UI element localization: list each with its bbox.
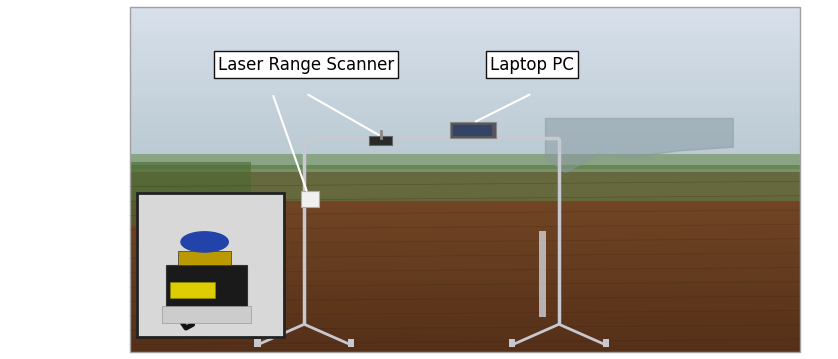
Bar [130,24,800,28]
Bar [130,165,800,201]
Bar [130,292,800,298]
Bar [130,127,800,131]
Bar [130,135,800,139]
Bar [130,184,800,190]
Bar [301,191,319,207]
Bar [130,190,800,196]
Bar [130,48,800,52]
Bar [130,202,800,208]
Bar [130,94,800,98]
Polygon shape [546,118,733,172]
Bar [130,220,800,226]
Bar [130,164,800,168]
Bar [130,81,800,85]
Bar [130,238,800,244]
Bar [130,111,800,115]
Bar [130,162,251,226]
Bar [130,131,800,135]
Bar [178,251,231,265]
Bar [254,340,261,347]
Bar [130,98,800,102]
Bar [130,286,800,292]
Circle shape [181,232,228,252]
Bar [450,122,496,138]
Bar [130,53,800,57]
Bar [130,232,800,238]
Bar [162,306,251,323]
Bar [137,193,284,337]
Bar [130,328,800,334]
Bar [130,7,800,11]
Bar [130,226,800,232]
Bar [130,118,800,123]
Bar [130,28,800,32]
Bar [130,151,800,156]
Bar [130,57,800,61]
Bar [130,143,800,148]
Bar [130,196,800,202]
Bar [130,102,800,106]
Bar [130,73,800,78]
Bar [170,283,215,298]
Bar [453,125,492,136]
Bar [130,172,800,178]
Bar [130,61,800,65]
Bar [130,123,800,127]
Bar [130,69,800,73]
Bar [130,78,800,81]
Bar [130,90,800,94]
Bar [130,115,800,118]
Bar [509,340,515,347]
Bar [130,298,800,304]
Bar [130,340,800,346]
Bar [130,19,800,24]
Bar [130,65,800,69]
Text: Laptop PC: Laptop PC [490,56,574,74]
Bar [130,32,800,36]
Bar [130,160,800,164]
Bar [130,346,800,352]
Bar [130,262,800,268]
Bar [166,265,247,308]
Bar [130,250,800,256]
Bar [603,340,609,347]
Bar [130,44,800,48]
Bar [130,139,800,143]
Bar [369,136,392,145]
Bar [130,268,800,274]
Bar [130,15,800,19]
Bar [348,340,354,347]
Bar [130,106,800,111]
Bar [130,214,800,220]
Bar [130,334,800,340]
Bar [539,231,546,317]
Bar [130,304,800,310]
Bar [130,36,800,40]
Bar [130,208,800,214]
Bar [130,316,800,322]
Bar [130,7,800,352]
Bar [130,280,800,286]
Bar [130,274,800,280]
Bar [130,178,800,184]
Bar [130,154,800,169]
Bar [130,11,800,15]
Bar [130,148,800,151]
Bar [130,40,800,45]
Bar [130,310,800,316]
Text: Laser Range Scanner: Laser Range Scanner [218,56,394,74]
Bar [130,256,800,262]
Bar [130,85,800,90]
Bar [130,322,800,328]
Bar [130,168,800,172]
Bar [130,244,800,250]
Bar [130,156,800,160]
